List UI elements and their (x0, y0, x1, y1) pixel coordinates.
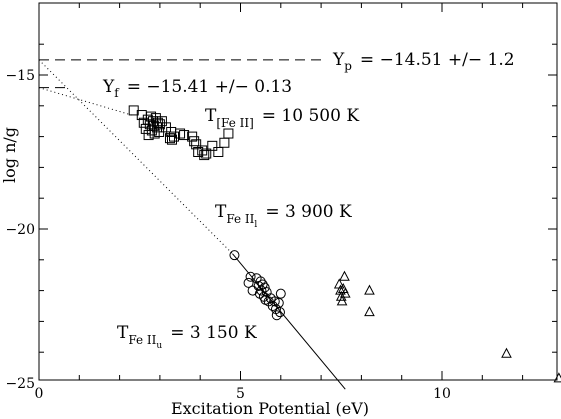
annotation-t-feii: T[Fe II] = 10 500 K (205, 106, 359, 130)
triangle-marker (364, 306, 375, 317)
annotation-t-feii-u: TFe IIu= 3 150 K (117, 323, 257, 351)
y-tick-label: −25 (5, 376, 35, 392)
square-marker (219, 137, 230, 148)
circle-marker (257, 279, 268, 290)
plot-frame (38, 2, 558, 381)
square-marker (166, 134, 177, 145)
square-marker (154, 119, 165, 130)
annotation-yf: Yf = −15.41 +/− 0.13 (102, 77, 292, 100)
x-tick-label: 0 (35, 386, 44, 402)
triangle-marker (336, 295, 348, 306)
square-marker (199, 150, 210, 161)
square-marker (207, 140, 218, 151)
data-points (128, 105, 561, 383)
square-marker (169, 131, 180, 142)
triangle-marker (339, 270, 350, 281)
square-marker (189, 136, 200, 147)
triangle-marker (339, 287, 351, 298)
circle-marker (271, 310, 282, 321)
line-dotted (38, 59, 233, 254)
triangle-marker (364, 284, 375, 295)
y-tick-label: −20 (5, 222, 35, 238)
y-axis-label: log n/g (0, 127, 19, 183)
circle-marker (275, 288, 286, 299)
circle-marker (267, 301, 278, 311)
circle-marker (274, 307, 285, 318)
axis-ticks: 0 5 10 −15 −20 −25 (5, 3, 557, 402)
square-marker (201, 148, 212, 159)
circle-marker (245, 271, 256, 282)
annotation-t-feii-l: TFe IIl= 3 900 K (215, 202, 352, 230)
square-marker (223, 128, 234, 139)
circle-marker (259, 282, 270, 293)
circle-marker (243, 277, 254, 288)
annotation-yp: Yp = −14.51 +/− 1.2 (332, 50, 515, 73)
x-axis-label: Excitation Potential (eV) (171, 399, 369, 418)
triangle-marker (501, 347, 512, 358)
x-tick-label: 5 (236, 386, 245, 402)
square-marker (191, 139, 202, 150)
triangle-marker (335, 290, 347, 301)
triangle-marker (553, 372, 561, 383)
circle-marker (229, 250, 240, 261)
x-tick-label: 10 (433, 386, 451, 402)
line-solid (232, 253, 346, 390)
square-marker (213, 147, 224, 157)
circle-marker (256, 285, 267, 296)
y-tick-label: −15 (5, 68, 35, 84)
circle-marker (269, 296, 280, 307)
square-marker (179, 130, 190, 141)
line-dotted (38, 87, 132, 116)
fit-lines (38, 59, 346, 390)
